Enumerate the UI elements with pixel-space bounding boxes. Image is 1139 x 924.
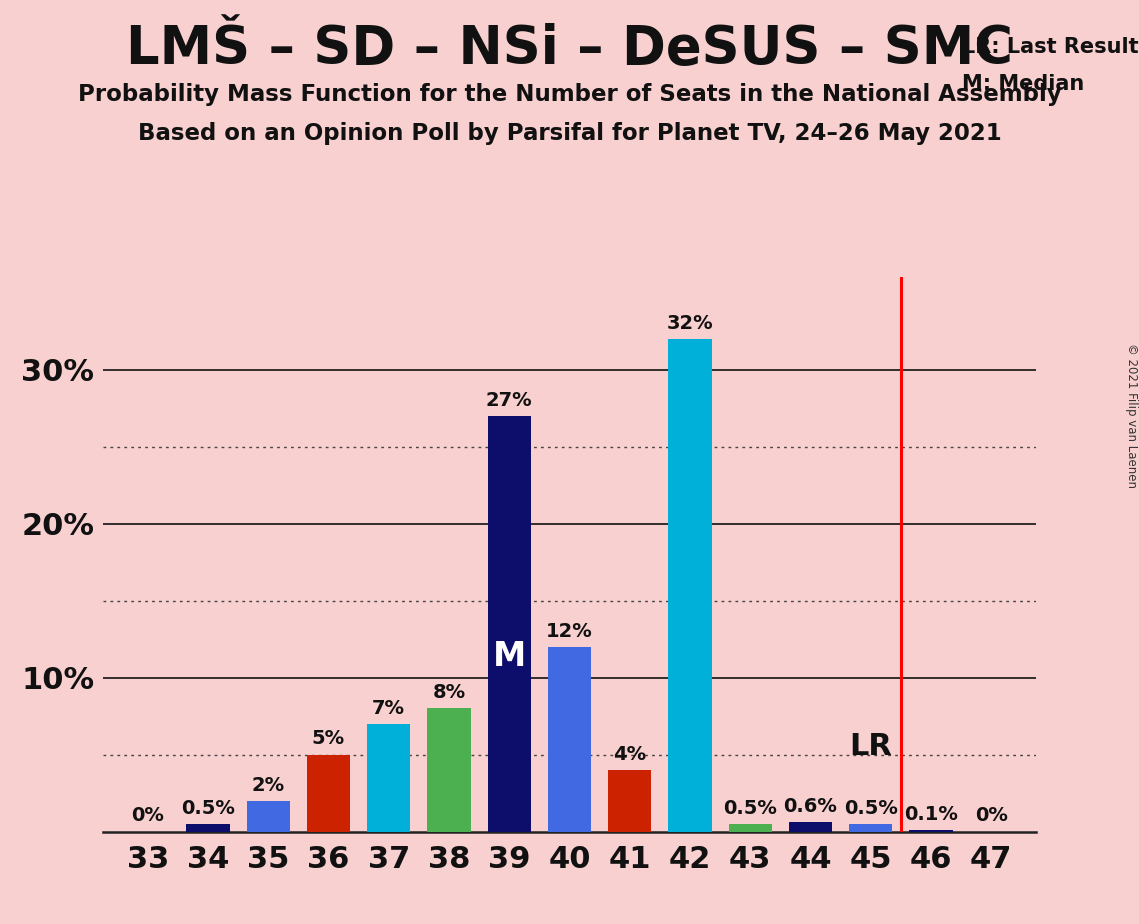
Text: 27%: 27% xyxy=(486,391,533,409)
Text: 0.5%: 0.5% xyxy=(723,798,777,818)
Text: LR: LR xyxy=(849,733,892,761)
Text: Based on an Opinion Poll by Parsifal for Planet TV, 24–26 May 2021: Based on an Opinion Poll by Parsifal for… xyxy=(138,122,1001,145)
Text: LR: Last Result: LR: Last Result xyxy=(962,37,1139,57)
Text: 0%: 0% xyxy=(975,807,1008,825)
Text: M: Median: M: Median xyxy=(962,74,1084,94)
Text: 0.6%: 0.6% xyxy=(784,797,837,816)
Bar xyxy=(367,723,410,832)
Bar xyxy=(669,339,712,832)
Bar xyxy=(608,770,652,832)
Text: LMŠ – SD – NSi – DeSUS – SMC: LMŠ – SD – NSi – DeSUS – SMC xyxy=(126,23,1013,75)
Text: 0%: 0% xyxy=(131,807,164,825)
Bar xyxy=(487,416,531,832)
Bar xyxy=(729,824,772,832)
Text: 7%: 7% xyxy=(372,699,405,718)
Bar xyxy=(246,801,290,832)
Text: © 2021 Filip van Laenen: © 2021 Filip van Laenen xyxy=(1124,344,1138,488)
Text: 0.1%: 0.1% xyxy=(904,805,958,824)
Text: 8%: 8% xyxy=(433,683,466,702)
Text: 32%: 32% xyxy=(666,313,713,333)
Text: 2%: 2% xyxy=(252,775,285,795)
Text: 5%: 5% xyxy=(312,729,345,748)
Text: 0.5%: 0.5% xyxy=(844,798,898,818)
Bar xyxy=(548,647,591,832)
Text: M: M xyxy=(493,640,526,674)
Bar xyxy=(789,822,833,832)
Bar xyxy=(909,830,952,832)
Text: 0.5%: 0.5% xyxy=(181,798,235,818)
Text: 12%: 12% xyxy=(546,622,593,640)
Bar xyxy=(306,755,350,832)
Text: Probability Mass Function for the Number of Seats in the National Assembly: Probability Mass Function for the Number… xyxy=(77,83,1062,106)
Bar xyxy=(187,824,230,832)
Bar xyxy=(849,824,893,832)
Bar xyxy=(427,709,470,832)
Text: 4%: 4% xyxy=(613,745,646,764)
